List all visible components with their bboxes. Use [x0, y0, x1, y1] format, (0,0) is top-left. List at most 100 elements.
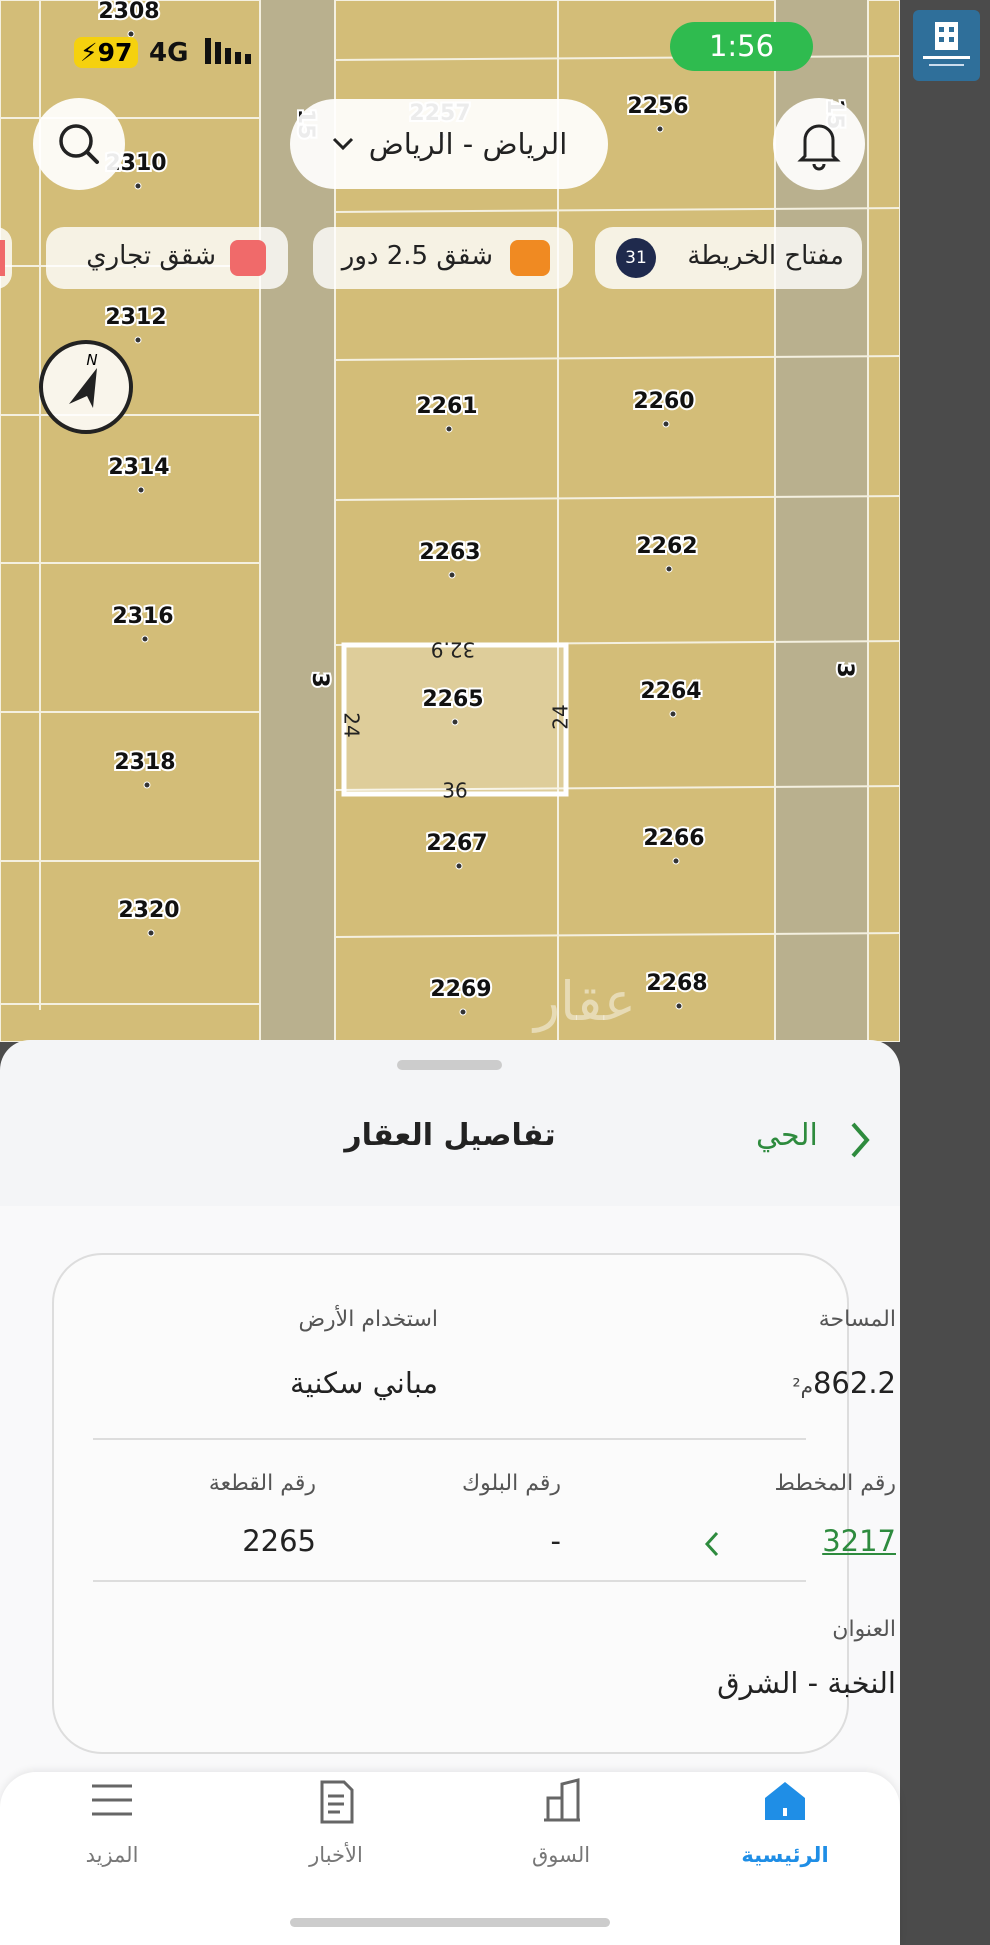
nav-label[interactable]: المزيد — [85, 1843, 139, 1867]
compass-label: N — [86, 351, 97, 369]
battery: ⚡97 — [74, 37, 139, 68]
plot-line — [334, 207, 900, 213]
plot-dot — [675, 1002, 683, 1010]
field-value: 2265 — [242, 1524, 316, 1558]
logo — [913, 10, 980, 81]
plot-number: 2314 — [108, 455, 169, 480]
plot-number: 2256 — [627, 94, 688, 119]
legend-chip[interactable]: شقق 2.5 دور — [313, 227, 573, 289]
divider — [93, 1580, 806, 1582]
sheet-handle[interactable] — [397, 1060, 502, 1070]
news-icon[interactable] — [314, 1778, 358, 1826]
plot-dot — [459, 1008, 467, 1016]
field-value: 862.2م² — [793, 1366, 896, 1400]
watermark: عقار — [531, 970, 636, 1033]
field-value: النخبة - الشرق — [717, 1666, 896, 1700]
plot-dot — [137, 486, 145, 494]
network: 4G — [149, 38, 189, 68]
street-number: 3 — [832, 662, 857, 677]
home-indicator — [290, 1918, 610, 1927]
field-label: رقم البلوك — [461, 1471, 561, 1496]
chip-badge: 31 — [616, 238, 656, 278]
more-icon[interactable] — [90, 1782, 134, 1818]
plot-dot — [656, 125, 664, 133]
plot-number: 2316 — [112, 604, 173, 629]
plot-block — [867, 0, 900, 1042]
legend-chip[interactable]: 31 مفتاح الخريطة — [595, 227, 862, 289]
field-value: - — [550, 1524, 561, 1558]
signal — [205, 38, 251, 64]
plot-dot — [455, 862, 463, 870]
plot-dot — [445, 425, 453, 433]
plot-dot — [662, 420, 670, 428]
field-label: رقم المخطط — [774, 1471, 896, 1496]
sheet-title: تفاصيل العقار — [344, 1118, 556, 1153]
plot-number: 2260 — [633, 389, 694, 414]
legend-chip[interactable]: شقق تجاري — [46, 227, 288, 289]
plot-dot — [672, 857, 680, 865]
dimension: 32.9 — [431, 638, 476, 662]
field-value: مباني سكنية — [290, 1366, 438, 1400]
area-unit: م² — [792, 1374, 813, 1398]
plot-dot — [143, 781, 151, 789]
back-label[interactable]: الحي — [756, 1118, 818, 1153]
plot-number: 2318 — [114, 750, 175, 775]
chip-label: شقق 2.5 دور — [341, 241, 493, 271]
plan-chevron[interactable] — [702, 1530, 722, 1558]
street-number: 3 — [307, 672, 332, 687]
plot-dot — [134, 182, 142, 190]
plot-dot — [665, 565, 673, 573]
location: الرياض - الرياض — [368, 127, 568, 161]
nav-label[interactable]: الأخبار — [309, 1843, 363, 1867]
field-label: رقم القطعة — [208, 1471, 316, 1496]
plot-line — [334, 355, 900, 361]
plot-number: 2265 — [422, 687, 483, 712]
nav-label[interactable]: الرئيسية — [741, 1843, 829, 1867]
location-selector[interactable]: الرياض - الرياض — [290, 99, 608, 189]
compass[interactable]: N — [37, 338, 135, 436]
side-strip — [900, 0, 990, 1945]
plot-number: 2262 — [636, 534, 697, 559]
plot-dot — [448, 571, 456, 579]
plot-dot — [134, 336, 142, 344]
field-label: المساحة — [818, 1307, 896, 1332]
clock: 1:56 — [670, 22, 813, 71]
home-icon[interactable] — [763, 1778, 807, 1824]
plot-line — [334, 932, 900, 938]
plot-number: 2320 — [118, 898, 179, 923]
back-chevron[interactable] — [845, 1120, 875, 1160]
nav-label[interactable]: السوق — [531, 1843, 591, 1867]
details-card — [52, 1253, 849, 1754]
plot-number: 2266 — [643, 826, 704, 851]
divider — [93, 1438, 806, 1440]
plot-dot — [147, 929, 155, 937]
area-value: 862.2 — [812, 1366, 896, 1400]
dimension: 24 — [549, 704, 573, 729]
plot-dot — [141, 635, 149, 643]
plot-line — [334, 495, 900, 501]
dimension: 24 — [340, 712, 364, 737]
plot-number: 2308 — [98, 0, 159, 24]
battery-level: 97 — [97, 38, 133, 67]
plot-number: 2312 — [105, 305, 166, 330]
plot-number: 2267 — [426, 831, 487, 856]
plot-line — [334, 785, 900, 791]
field-label: العنوان — [832, 1617, 896, 1642]
plot-number: 2264 — [640, 679, 701, 704]
plot-dot — [451, 718, 459, 726]
plot-number: 2263 — [419, 540, 480, 565]
chip-label: شقق تجاري — [86, 241, 216, 271]
plan-link[interactable]: 3217 — [822, 1524, 896, 1558]
plot-number: 2268 — [646, 971, 707, 996]
bottom-nav — [0, 1772, 900, 1945]
notifications-button[interactable] — [773, 98, 865, 190]
search-button[interactable] — [33, 98, 125, 190]
field-label: استخدام الأرض — [298, 1307, 438, 1332]
chip-partial[interactable] — [0, 227, 12, 289]
plot-dot — [669, 710, 677, 718]
plot-number: 2261 — [416, 394, 477, 419]
chip-label: مفتاح الخريطة — [687, 241, 844, 271]
market-icon[interactable] — [540, 1778, 584, 1824]
plot-number: 2269 — [430, 977, 491, 1002]
